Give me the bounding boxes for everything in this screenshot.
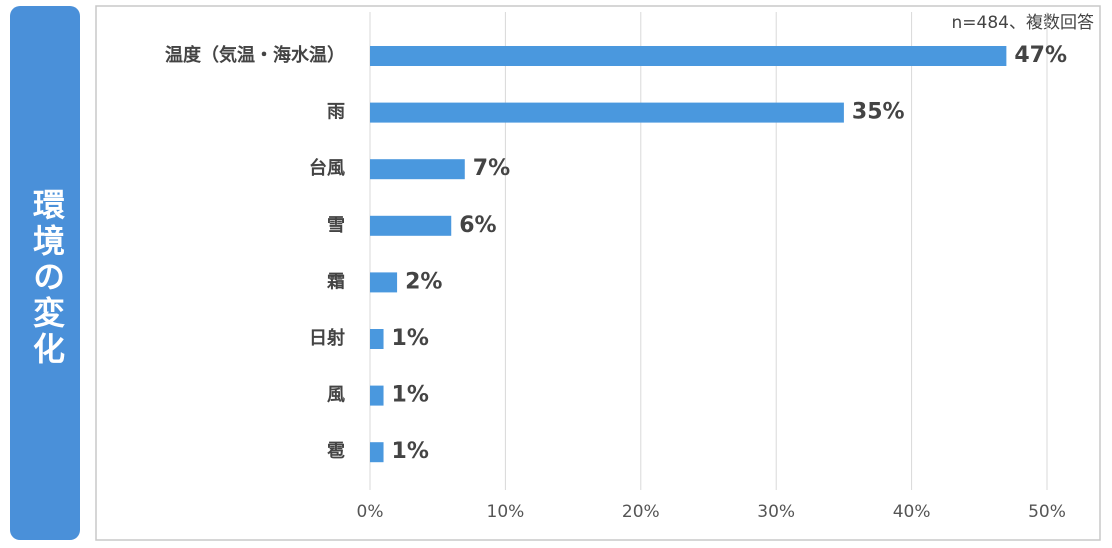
bar bbox=[370, 272, 398, 293]
y-tick-label: 温度（気温・海水温） bbox=[165, 44, 345, 66]
y-tick-label: 霜 bbox=[326, 271, 345, 292]
x-tick-label: 40% bbox=[893, 502, 931, 522]
bar bbox=[370, 102, 844, 123]
chart-frame bbox=[95, 5, 1101, 541]
value-label: 7% bbox=[473, 156, 510, 181]
annotation: n=484、複数回答 bbox=[952, 13, 1094, 33]
x-tick-label: 10% bbox=[487, 502, 525, 522]
y-tick-label: 雹 bbox=[327, 441, 345, 462]
value-label: 1% bbox=[392, 326, 429, 351]
bar bbox=[370, 159, 465, 180]
side-panel bbox=[10, 6, 80, 540]
x-tick-label: 30% bbox=[757, 502, 795, 522]
y-tick-label: 雨 bbox=[327, 102, 345, 123]
value-label: 47% bbox=[1014, 43, 1067, 68]
value-label: 1% bbox=[392, 383, 429, 408]
value-label: 2% bbox=[405, 269, 442, 294]
y-tick-label: 雪 bbox=[327, 215, 345, 236]
x-tick-label: 50% bbox=[1028, 502, 1066, 522]
y-tick-label: 風 bbox=[327, 385, 345, 406]
value-label: 6% bbox=[459, 213, 496, 238]
side-title: 環境の変化 bbox=[28, 188, 66, 368]
bar bbox=[370, 442, 384, 463]
bar bbox=[370, 385, 384, 406]
x-tick-label: 20% bbox=[622, 502, 660, 522]
x-tick-label: 0% bbox=[357, 502, 384, 522]
bar bbox=[370, 329, 384, 349]
value-label: 35% bbox=[852, 100, 905, 125]
bar bbox=[370, 215, 452, 236]
bar bbox=[370, 46, 1007, 66]
y-tick-label: 台風 bbox=[309, 157, 345, 179]
y-tick-label: 日射 bbox=[309, 327, 345, 349]
value-label: 1% bbox=[392, 439, 429, 464]
